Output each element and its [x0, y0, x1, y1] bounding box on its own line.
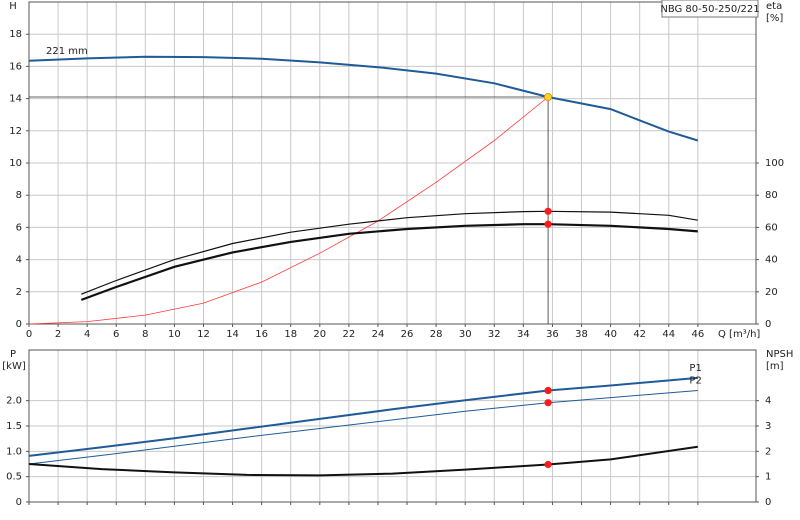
y-axis-label: H	[9, 1, 17, 12]
x-tick-label: 32	[488, 329, 501, 340]
x-tick-label: 0	[26, 329, 32, 340]
x-tick-label: 20	[313, 329, 326, 340]
y-tick-label: 10	[9, 158, 22, 169]
y2-axis-unit: [%]	[766, 13, 783, 24]
y-tick-label: 6	[16, 222, 22, 233]
plot-frame	[28, 349, 757, 503]
x-tick-label: 36	[546, 329, 559, 340]
chart-title: NBG 80-50-250/221	[660, 4, 759, 15]
y-tick-label: 8	[16, 190, 22, 201]
y2-tick-label: 0	[765, 497, 771, 508]
y-axis-unit: [kW]	[2, 361, 26, 372]
y2-axis-label: eta	[766, 1, 782, 12]
y2-tick-label: 3	[765, 421, 771, 432]
y-tick-label: 1.5	[6, 421, 22, 432]
y2-tick-label: 2	[765, 446, 771, 457]
x-tick-label: 40	[604, 329, 617, 340]
y-tick-label: 18	[9, 29, 22, 40]
curve-label: P2	[689, 376, 701, 387]
x-tick-label: 30	[459, 329, 472, 340]
x-tick-label: 8	[142, 329, 148, 340]
x-tick-label: 2	[55, 329, 61, 340]
y-tick-label: 14	[9, 94, 22, 105]
x-tick-label: 18	[284, 329, 297, 340]
y-axis-label: P	[10, 349, 16, 360]
x-tick-label: 14	[226, 329, 239, 340]
x-tick-label: 24	[372, 329, 385, 340]
x-tick-label: 28	[430, 329, 443, 340]
y2-axis-unit: [m]	[766, 361, 784, 372]
y2-tick-label: 1	[765, 472, 771, 483]
y2-tick-label: 4	[765, 396, 771, 407]
x-tick-label: 46	[691, 329, 704, 340]
y-tick-label: 0	[16, 319, 22, 330]
y2-axis-label: NPSH	[766, 349, 793, 360]
operating-point	[544, 207, 552, 215]
x-tick-label: 16	[255, 329, 268, 340]
operating-point	[544, 92, 553, 101]
x-tick-label: 44	[662, 329, 675, 340]
curve	[28, 376, 698, 457]
y2-tick-label: 40	[765, 255, 778, 266]
curve-label: 221 mm	[46, 46, 88, 57]
curve-label: P1	[689, 363, 701, 374]
x-tick-label: 22	[343, 329, 356, 340]
y-tick-label: 12	[9, 126, 22, 137]
curve	[28, 390, 698, 465]
y2-tick-label: 80	[765, 190, 778, 201]
x-tick-label: 12	[197, 329, 210, 340]
y2-tick-label: 60	[765, 222, 778, 233]
operating-point	[544, 386, 552, 395]
plot-frame	[28, 1, 757, 325]
title-box	[661, 0, 759, 18]
x-tick-label: 26	[401, 329, 414, 340]
curve	[81, 210, 698, 295]
y-tick-label: 0	[16, 497, 22, 508]
y-tick-label: 4	[16, 255, 22, 266]
x-axis-label: Q [m³/h]	[718, 329, 760, 340]
x-tick-label: 38	[575, 329, 588, 340]
y-tick-label: 1.0	[6, 446, 22, 457]
y2-tick-label: 0	[765, 319, 771, 330]
y2-tick-label: 20	[765, 287, 778, 298]
curve	[80, 223, 698, 301]
x-tick-label: 34	[517, 329, 530, 340]
curve	[28, 445, 698, 477]
y-tick-label: 0.5	[6, 472, 22, 483]
y-tick-label: 2.0	[6, 396, 22, 407]
x-tick-label: 42	[633, 329, 646, 340]
x-tick-label: 4	[84, 329, 90, 340]
operating-point	[544, 399, 552, 407]
curve	[28, 96, 549, 325]
curve	[28, 55, 699, 142]
y-tick-label: 16	[9, 61, 22, 72]
y2-tick-label: 100	[765, 158, 784, 169]
x-tick-label: 10	[168, 329, 181, 340]
x-tick-label: 6	[113, 329, 119, 340]
y-tick-label: 2	[16, 287, 22, 298]
operating-point	[544, 220, 552, 228]
operating-point	[544, 460, 552, 469]
